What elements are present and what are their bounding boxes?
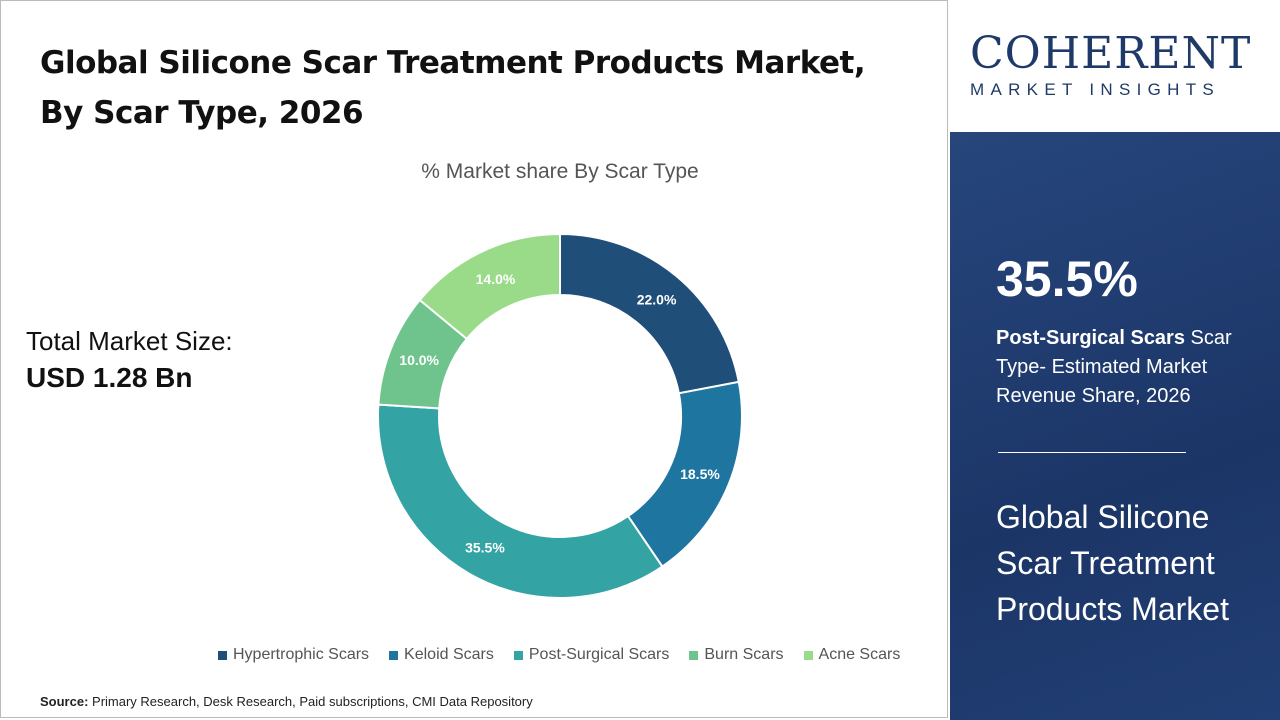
highlight-description: Post-Surgical Scars Scar Type- Estimated… — [996, 324, 1256, 411]
legend-item: Keloid Scars — [389, 646, 494, 664]
logo-tagline: MARKET INSIGHTS — [970, 80, 1221, 99]
donut-slice-acne-scars — [418, 232, 561, 341]
market-size-label: Total Market Size: — [26, 326, 233, 356]
logo-wordmark: COHERENT — [970, 28, 1252, 79]
legend-label: Burn Scars — [704, 646, 784, 663]
title-line-2: By Scar Type, 2026 — [40, 95, 364, 131]
data-label: 18.5% — [680, 466, 720, 482]
legend-label: Keloid Scars — [404, 646, 494, 663]
data-label: 10.0% — [399, 352, 439, 368]
donut-chart: 22.0% 18.5% 35.5% 10.0% 14.0% — [377, 232, 743, 599]
legend-item: Hypertrophic Scars — [218, 646, 369, 664]
legend-swatch — [513, 650, 523, 660]
chart-frame — [0, 0, 948, 718]
legend-swatch — [689, 650, 699, 660]
title-line-1: Global Silicone Scar Treatment Products … — [40, 45, 866, 81]
source-text: Primary Research, Desk Research, Paid su… — [92, 694, 533, 709]
chart-title: % Market share By Scar Type — [421, 160, 699, 183]
company-logo: COHERENT MARKET INSIGHTS — [950, 0, 1280, 132]
data-label: 22.0% — [637, 291, 677, 307]
legend-item: Post-Surgical Scars — [513, 646, 670, 664]
divider — [998, 452, 1186, 453]
data-label: 35.5% — [465, 540, 505, 556]
legend-swatch — [218, 650, 227, 660]
donut-slice-post-surgical-scars — [377, 403, 664, 599]
chart-legend: Hypertrophic Scars Keloid Scars Post-Surgi… — [218, 646, 900, 664]
page-title: Global Silicone Scar Treatment Products … — [40, 38, 866, 138]
donut-slice-hypertrophic-scars — [559, 232, 740, 395]
market-name: Global Silicone Scar Treatment Products … — [996, 499, 1229, 627]
legend-item: Acne Scars — [803, 646, 901, 664]
market-size-value: USD 1.28 Bn — [26, 362, 193, 393]
highlight-value: 35.5% — [996, 251, 1138, 307]
legend-item: Burn Scars — [689, 646, 784, 664]
legend-swatch — [803, 650, 813, 660]
legend-swatch — [389, 650, 399, 660]
legend-label: Hypertrophic Scars — [233, 646, 370, 663]
legend-label: Acne Scars — [818, 646, 901, 663]
source-note: Source: Primary Research, Desk Research,… — [40, 694, 533, 709]
legend-label: Post-Surgical Scars — [528, 646, 670, 663]
source-label: Source: — [40, 694, 89, 709]
data-label: 14.0% — [476, 271, 516, 287]
highlight-text: Scar Type- Estimated Market Revenue Shar… — [996, 327, 1232, 407]
highlight-segment: Post-Surgical Scars — [996, 327, 1185, 349]
highlight-panel: 35.5% Post-Surgical Scars Scar Type- Est… — [950, 132, 1280, 720]
